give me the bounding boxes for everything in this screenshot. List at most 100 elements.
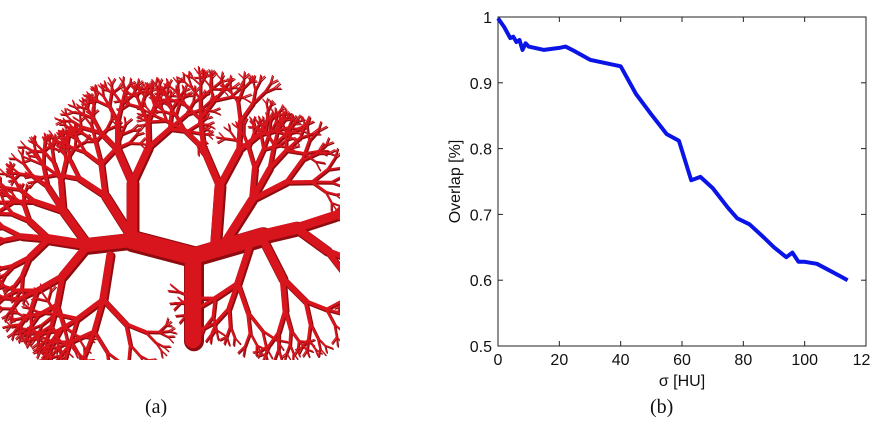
vessel-segment bbox=[166, 79, 171, 88]
vessel-segment bbox=[228, 130, 237, 141]
vessel-segment bbox=[232, 86, 240, 89]
vessel-segment bbox=[319, 347, 326, 355]
vessel-segment bbox=[20, 154, 25, 165]
vessel-segment bbox=[154, 76, 158, 86]
vessel-segment bbox=[63, 135, 70, 145]
vessel-segment bbox=[333, 305, 340, 309]
vessel-segment bbox=[167, 113, 188, 131]
vessel-segment bbox=[6, 163, 13, 169]
vessel-segment bbox=[9, 323, 22, 327]
vessel-segment bbox=[152, 98, 162, 100]
vessel-segment bbox=[300, 139, 311, 162]
vessel-segment bbox=[70, 146, 87, 154]
vessel-segment bbox=[142, 99, 147, 108]
vessel-segment bbox=[317, 347, 321, 357]
vessel-segment bbox=[70, 329, 96, 344]
vessel-segment bbox=[255, 344, 262, 354]
vessel-segment bbox=[27, 330, 35, 333]
vessel-segment bbox=[41, 163, 59, 176]
chart-axes bbox=[497, 16, 867, 347]
vessel-segment bbox=[255, 344, 267, 350]
vessel-segment bbox=[165, 324, 173, 327]
vessel-segment bbox=[204, 112, 210, 119]
vessel-segment bbox=[300, 116, 308, 128]
vessel-segment bbox=[31, 174, 44, 178]
vessel-segment bbox=[274, 118, 281, 125]
vessel-segment bbox=[324, 344, 327, 353]
vessel-segment bbox=[0, 186, 7, 195]
vessel-segment-shadow bbox=[243, 118, 249, 127]
vessel-segment bbox=[314, 160, 321, 171]
vessel-segment bbox=[331, 335, 338, 344]
vessel-segment bbox=[121, 88, 127, 96]
vessel-segment bbox=[0, 283, 6, 287]
vessel-segment bbox=[36, 342, 39, 351]
vessel-segment bbox=[303, 299, 313, 326]
vessel-segment bbox=[194, 319, 201, 330]
vessel-segment bbox=[16, 311, 27, 318]
vessel-segment bbox=[281, 352, 288, 358]
vessel-segment bbox=[124, 322, 132, 347]
vessel-segment-shadow bbox=[266, 98, 270, 106]
vessel-segment-shadow bbox=[11, 298, 23, 312]
vessel-segment bbox=[64, 339, 72, 359]
vessel-segment bbox=[138, 102, 147, 108]
vessel-segment bbox=[28, 180, 35, 188]
vessel-segment bbox=[164, 118, 186, 132]
vessel-segment bbox=[210, 69, 215, 77]
vessel-segment bbox=[119, 129, 133, 136]
vessel-segment bbox=[82, 94, 90, 99]
vessel-segment bbox=[55, 354, 62, 360]
vessel-segment bbox=[245, 310, 264, 332]
vessel-segment bbox=[195, 326, 206, 332]
vessel-segment-shadow bbox=[168, 331, 178, 335]
x-tick-label: 0 bbox=[494, 352, 503, 369]
vessel-segment bbox=[13, 306, 19, 314]
vessel-segment bbox=[157, 324, 167, 333]
vessel-segment bbox=[48, 129, 55, 139]
vessel-segment bbox=[132, 87, 138, 98]
vessel-segment bbox=[40, 312, 57, 326]
vessel-segment bbox=[208, 68, 212, 77]
vessel-segment bbox=[80, 130, 97, 143]
vessel-segment bbox=[69, 339, 81, 356]
vessel-segment bbox=[41, 137, 50, 141]
vessel-segment-shadow bbox=[244, 332, 253, 349]
vessel-segment bbox=[129, 80, 136, 85]
vessel-segment bbox=[1, 324, 11, 328]
caption-a: (a) bbox=[145, 396, 168, 418]
vessel-segment bbox=[325, 141, 334, 146]
vessel-segment bbox=[86, 358, 95, 360]
vessel-segment-shadow bbox=[325, 191, 338, 197]
vessel-segment bbox=[170, 97, 180, 111]
vessel-segment bbox=[161, 92, 173, 101]
vessel-segment bbox=[103, 85, 109, 91]
vessel-segment bbox=[104, 125, 117, 131]
vessel-segment bbox=[167, 326, 175, 332]
vessel-segment bbox=[53, 312, 80, 321]
vessel-segment bbox=[32, 346, 40, 352]
vessel-segment-shadow bbox=[294, 132, 302, 135]
vessel-segment bbox=[259, 75, 266, 82]
vessel-segment-shadow bbox=[327, 168, 340, 172]
vessel-segment bbox=[199, 75, 206, 86]
vessel-segment bbox=[73, 133, 77, 149]
chart-ticks: 0 20 40 60 80 100 120 0.5 0.6 0.7 0.8 0.9 1 bbox=[470, 10, 870, 369]
vessel-segment bbox=[212, 280, 240, 301]
vessel-segment bbox=[138, 89, 145, 98]
vessel-segment bbox=[177, 89, 185, 100]
vessel-segment bbox=[127, 357, 131, 360]
vessel-segment bbox=[49, 285, 56, 293]
vessel-segment bbox=[323, 247, 340, 273]
vessel-segment bbox=[27, 139, 37, 145]
vessel-segment bbox=[130, 123, 139, 131]
vessel-segment bbox=[117, 107, 123, 114]
vessel-segment bbox=[169, 301, 182, 305]
vessel-segment bbox=[267, 123, 276, 136]
vessel-segment bbox=[33, 287, 42, 293]
vessel-segment-shadow bbox=[120, 130, 134, 137]
y-tick-label: 0.8 bbox=[470, 142, 492, 159]
vessel-segment bbox=[26, 146, 34, 152]
vessel-segment bbox=[249, 179, 289, 203]
vessel-segment bbox=[273, 347, 280, 360]
